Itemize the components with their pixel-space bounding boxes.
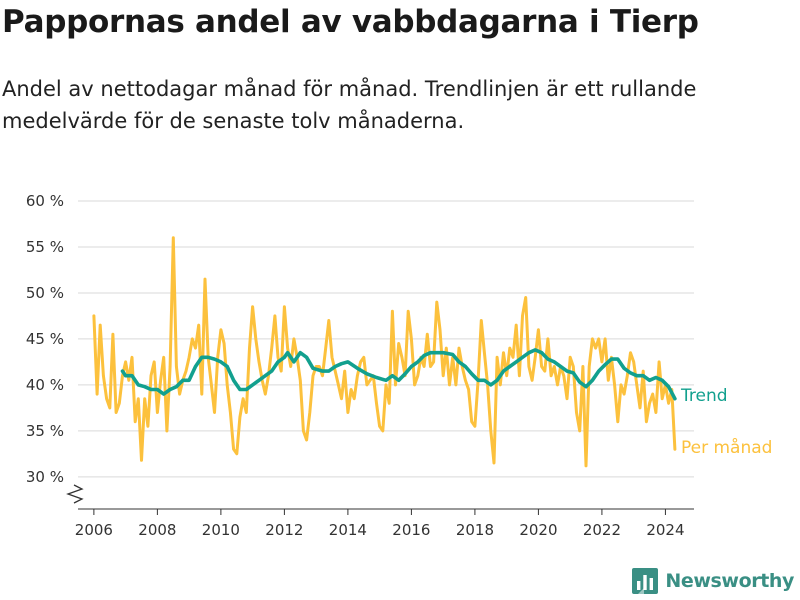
x-tick-label: 2018 [456, 521, 494, 539]
y-tick-label: 60 % [26, 192, 64, 210]
y-tick-label: 50 % [26, 284, 64, 302]
bar-chart-icon [632, 568, 659, 594]
trend-label: Trend [680, 386, 728, 406]
y-tick-label: 45 % [26, 330, 64, 348]
series-labels: Trend Per månad [680, 386, 772, 458]
x-tick-label: 2020 [519, 521, 557, 539]
per-month-label: Per månad [681, 437, 772, 458]
y-tick-label: 40 % [26, 376, 64, 394]
x-tick-label: 2014 [329, 521, 367, 539]
trend-series-line [120, 348, 677, 401]
page-subtitle: Andel av nettodagar månad för månad. Tre… [2, 77, 697, 133]
grid-lines: 30 % 35 % 40 % 45 % 50 % 55 % 60 % [26, 192, 694, 486]
page-title: Pappornas andel av vabbdagarna i Tierp [2, 4, 699, 40]
x-tick-label: 2008 [138, 521, 176, 539]
y-tick-label: 30 % [26, 468, 64, 486]
brand-name: Newsworthy [665, 570, 794, 592]
x-tick-label: 2016 [392, 521, 430, 539]
axis-break-icon [66, 484, 84, 504]
y-tick-label: 35 % [26, 422, 64, 440]
y-tick-label: 55 % [26, 238, 64, 256]
newsworthy-logo: Newsworthy [632, 568, 794, 594]
monthly-series-line [92, 236, 677, 468]
x-tick-label: 2012 [265, 521, 303, 539]
x-tick-label: 2010 [202, 521, 240, 539]
x-tick-label: 2006 [75, 521, 113, 539]
series-lines [92, 236, 677, 468]
x-tick-label: 2022 [583, 521, 621, 539]
x-axis: 2006 2008 2010 2012 2014 2016 2018 2020 2022 2024 [66, 484, 694, 539]
x-tick-label: 2024 [646, 521, 684, 539]
